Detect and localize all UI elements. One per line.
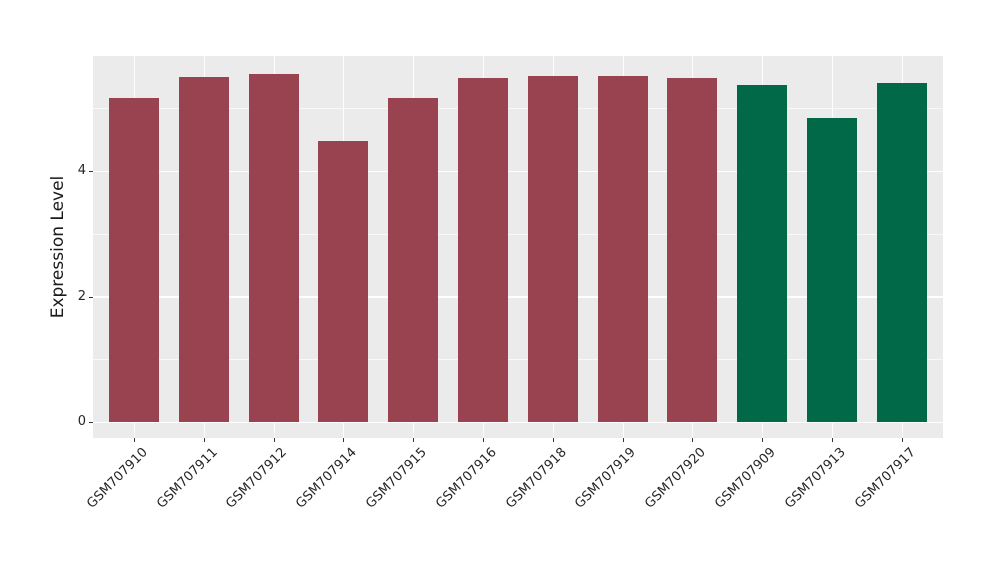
- bar-GSM707911: [178, 76, 229, 422]
- y-tick-label-4: 4: [77, 163, 86, 178]
- y-tick-mark-2: [89, 296, 93, 298]
- gridline-major-y2: [93, 296, 943, 298]
- bar-GSM707910: [109, 98, 159, 422]
- bar-GSM707914: [318, 140, 369, 422]
- x-tick-mark-GSM707919: [622, 438, 624, 442]
- x-tick-label-GSM707915: GSM707915: [363, 445, 430, 512]
- x-tick-mark-GSM707912: [273, 438, 275, 442]
- x-tick-mark-GSM707911: [203, 438, 205, 442]
- x-tick-label-GSM707913: GSM707913: [782, 445, 849, 512]
- gridline-major-y4: [93, 170, 943, 172]
- y-tick-label-2: 2: [77, 288, 86, 304]
- gridline-minor-y3: [93, 233, 943, 235]
- bar-GSM707909: [737, 85, 788, 422]
- x-tick-label-GSM707911: GSM707911: [153, 445, 221, 512]
- bar-GSM707918: [527, 76, 578, 422]
- gridline-minor-y1: [93, 359, 943, 361]
- x-tick-label-GSM707909: GSM707909: [712, 445, 779, 512]
- bar-GSM707919: [597, 76, 648, 422]
- x-tick-label-GSM707912: GSM707912: [223, 445, 291, 512]
- x-tick-label-GSM707910: GSM707910: [84, 445, 151, 512]
- x-tick-label-GSM707920: GSM707920: [642, 445, 710, 512]
- bar-GSM707916: [458, 78, 508, 422]
- x-tick-mark-GSM707913: [832, 438, 833, 442]
- x-tick-mark-GSM707915: [413, 438, 415, 442]
- x-tick-mark-GSM707917: [901, 438, 903, 442]
- bar-GSM707913: [807, 118, 857, 422]
- bar-GSM707920: [667, 77, 718, 422]
- plot-area: [93, 56, 943, 438]
- bar-GSM707917: [876, 83, 927, 422]
- y-tick-mark-4: [89, 171, 93, 172]
- x-tick-label-GSM707914: GSM707914: [293, 445, 361, 512]
- x-tick-label-GSM707917: GSM707917: [851, 445, 919, 512]
- x-tick-mark-GSM707918: [552, 438, 554, 442]
- x-tick-mark-GSM707914: [343, 438, 345, 442]
- x-tick-mark-GSM707909: [762, 438, 764, 442]
- y-tick-mark-0: [89, 422, 93, 423]
- x-tick-label-GSM707918: GSM707918: [502, 445, 570, 512]
- bar-GSM707915: [388, 98, 439, 422]
- x-tick-label-GSM707916: GSM707916: [433, 445, 500, 512]
- x-tick-mark-GSM707916: [483, 438, 484, 442]
- x-tick-mark-GSM707910: [134, 438, 135, 442]
- x-tick-mark-GSM707920: [692, 438, 694, 442]
- y-tick-label-0: 0: [77, 414, 86, 429]
- bar-GSM707912: [248, 73, 299, 422]
- gridline-minor-y5: [93, 108, 943, 110]
- x-tick-label-GSM707919: GSM707919: [572, 445, 640, 512]
- gridline-major-y0: [93, 421, 943, 423]
